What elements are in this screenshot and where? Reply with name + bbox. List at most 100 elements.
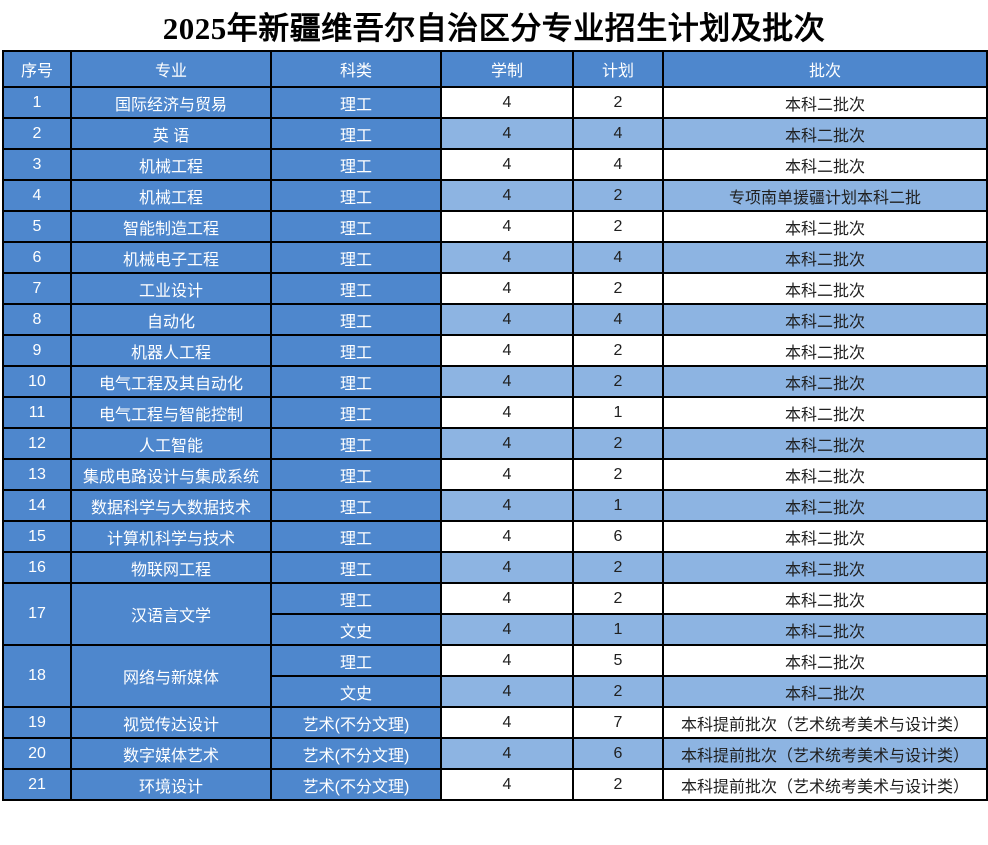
cell-major: 电气工程与智能控制	[70, 396, 272, 429]
cell-years: 4	[440, 334, 574, 367]
cell-batch: 本科二批次	[662, 613, 988, 646]
cell-major: 机械工程	[70, 179, 272, 212]
cell-batch: 本科二批次	[662, 365, 988, 398]
cell-years: 4	[440, 644, 574, 677]
cell-subject: 理工	[270, 458, 442, 491]
table-row: 17 汉语言文学 理工 4 2 本科二批次	[2, 582, 988, 646]
cell-no: 20	[2, 737, 72, 770]
cell-plan: 2	[572, 551, 664, 584]
cell-batch: 本科提前批次（艺术统考美术与设计类）	[662, 768, 988, 801]
table-row: 5 智能制造工程 理工 4 2 本科二批次	[2, 210, 988, 243]
cell-subject: 理工	[270, 148, 442, 181]
cell-subject: 理工	[270, 427, 442, 460]
cell-subject: 理工	[270, 334, 442, 367]
cell-subject: 理工	[270, 272, 442, 305]
cell-no: 4	[2, 179, 72, 212]
cell-batch: 本科二批次	[662, 303, 988, 336]
cell-plan: 6	[572, 737, 664, 770]
cell-years: 4	[440, 458, 574, 491]
table-row: 文史 4 1 本科二批次	[3, 613, 988, 646]
cell-years: 4	[440, 613, 574, 646]
cell-subject: 理工	[270, 582, 442, 615]
cell-no: 5	[2, 210, 72, 243]
cell-years: 4	[440, 117, 574, 150]
table-row: 1 国际经济与贸易 理工 4 2 本科二批次	[2, 86, 988, 119]
cell-plan: 2	[572, 582, 664, 615]
cell-batch: 本科二批次	[662, 210, 988, 243]
cell-no: 11	[2, 396, 72, 429]
table-row: 16 物联网工程 理工 4 2 本科二批次	[2, 551, 988, 584]
cell-major: 集成电路设计与集成系统	[70, 458, 272, 491]
cell-no: 1	[2, 86, 72, 119]
table-row: 18 网络与新媒体 理工 4 5 本科二批次	[2, 644, 988, 708]
table-row: 6 机械电子工程 理工 4 4 本科二批次	[2, 241, 988, 274]
cell-batch: 本科提前批次（艺术统考美术与设计类）	[662, 737, 988, 770]
cell-major: 数据科学与大数据技术	[70, 489, 272, 522]
cell-subject: 文史	[270, 675, 442, 708]
cell-years: 4	[440, 86, 574, 119]
cell-batch: 本科二批次	[662, 117, 988, 150]
column-header-plan: 计划	[572, 50, 664, 88]
table-row: 20 数字媒体艺术 艺术(不分文理) 4 6 本科提前批次（艺术统考美术与设计类）	[2, 737, 988, 770]
cell-major: 机器人工程	[70, 334, 272, 367]
cell-subject: 理工	[270, 551, 442, 584]
cell-major: 数字媒体艺术	[70, 737, 272, 770]
cell-years: 4	[440, 396, 574, 429]
cell-subject: 理工	[270, 117, 442, 150]
cell-batch: 本科提前批次（艺术统考美术与设计类）	[662, 706, 988, 739]
cell-major: 国际经济与贸易	[70, 86, 272, 119]
cell-plan: 2	[572, 272, 664, 305]
cell-plan: 4	[572, 148, 664, 181]
cell-years: 4	[440, 551, 574, 584]
cell-subject: 艺术(不分文理)	[270, 737, 442, 770]
cell-plan: 1	[572, 489, 664, 522]
cell-major: 机械电子工程	[70, 241, 272, 274]
table-row: 8 自动化 理工 4 4 本科二批次	[2, 303, 988, 336]
table-row: 15 计算机科学与技术 理工 4 6 本科二批次	[2, 520, 988, 553]
cell-years: 4	[440, 737, 574, 770]
cell-subject: 理工	[270, 520, 442, 553]
table-row: 文史 4 2 本科二批次	[3, 675, 988, 708]
cell-subject: 理工	[270, 489, 442, 522]
cell-years: 4	[440, 148, 574, 181]
cell-no: 2	[2, 117, 72, 150]
cell-batch: 本科二批次	[662, 86, 988, 119]
cell-no: 13	[2, 458, 72, 491]
cell-batch: 本科二批次	[662, 427, 988, 460]
cell-batch: 本科二批次	[662, 520, 988, 553]
cell-years: 4	[440, 675, 574, 708]
table-row: 14 数据科学与大数据技术 理工 4 1 本科二批次	[2, 489, 988, 522]
cell-subject: 理工	[270, 644, 442, 677]
cell-major: 英 语	[70, 117, 272, 150]
table-header: 序号 专业 科类 学制 计划 批次	[2, 50, 988, 88]
cell-plan: 1	[572, 396, 664, 429]
column-header-years: 学制	[440, 50, 574, 88]
column-header-batch: 批次	[662, 50, 988, 88]
cell-batch: 本科二批次	[662, 644, 988, 677]
cell-plan: 5	[572, 644, 664, 677]
cell-plan: 1	[572, 613, 664, 646]
cell-no: 21	[2, 768, 72, 801]
cell-major: 计算机科学与技术	[70, 520, 272, 553]
cell-batch: 本科二批次	[662, 675, 988, 708]
cell-years: 4	[440, 706, 574, 739]
table-row: 9 机器人工程 理工 4 2 本科二批次	[2, 334, 988, 367]
cell-no: 14	[2, 489, 72, 522]
cell-no: 12	[2, 427, 72, 460]
table-row: 13 集成电路设计与集成系统 理工 4 2 本科二批次	[2, 458, 988, 491]
cell-batch: 本科二批次	[662, 334, 988, 367]
table-row: 7 工业设计 理工 4 2 本科二批次	[2, 272, 988, 305]
cell-batch: 专项南单援疆计划本科二批	[662, 179, 988, 212]
cell-years: 4	[440, 365, 574, 398]
cell-subject: 理工	[270, 303, 442, 336]
cell-no: 8	[2, 303, 72, 336]
cell-major: 智能制造工程	[70, 210, 272, 243]
table-body: 1 国际经济与贸易 理工 4 2 本科二批次 2 英 语理工 4 4 本科二批次 3 机械工程 理工 4 4 本…	[2, 86, 988, 801]
cell-years: 4	[440, 582, 574, 615]
cell-no: 6	[2, 241, 72, 274]
cell-no: 10	[2, 365, 72, 398]
cell-years: 4	[440, 179, 574, 212]
header-row: 序号 专业 科类 学制 计划 批次	[2, 50, 988, 88]
cell-years: 4	[440, 768, 574, 801]
